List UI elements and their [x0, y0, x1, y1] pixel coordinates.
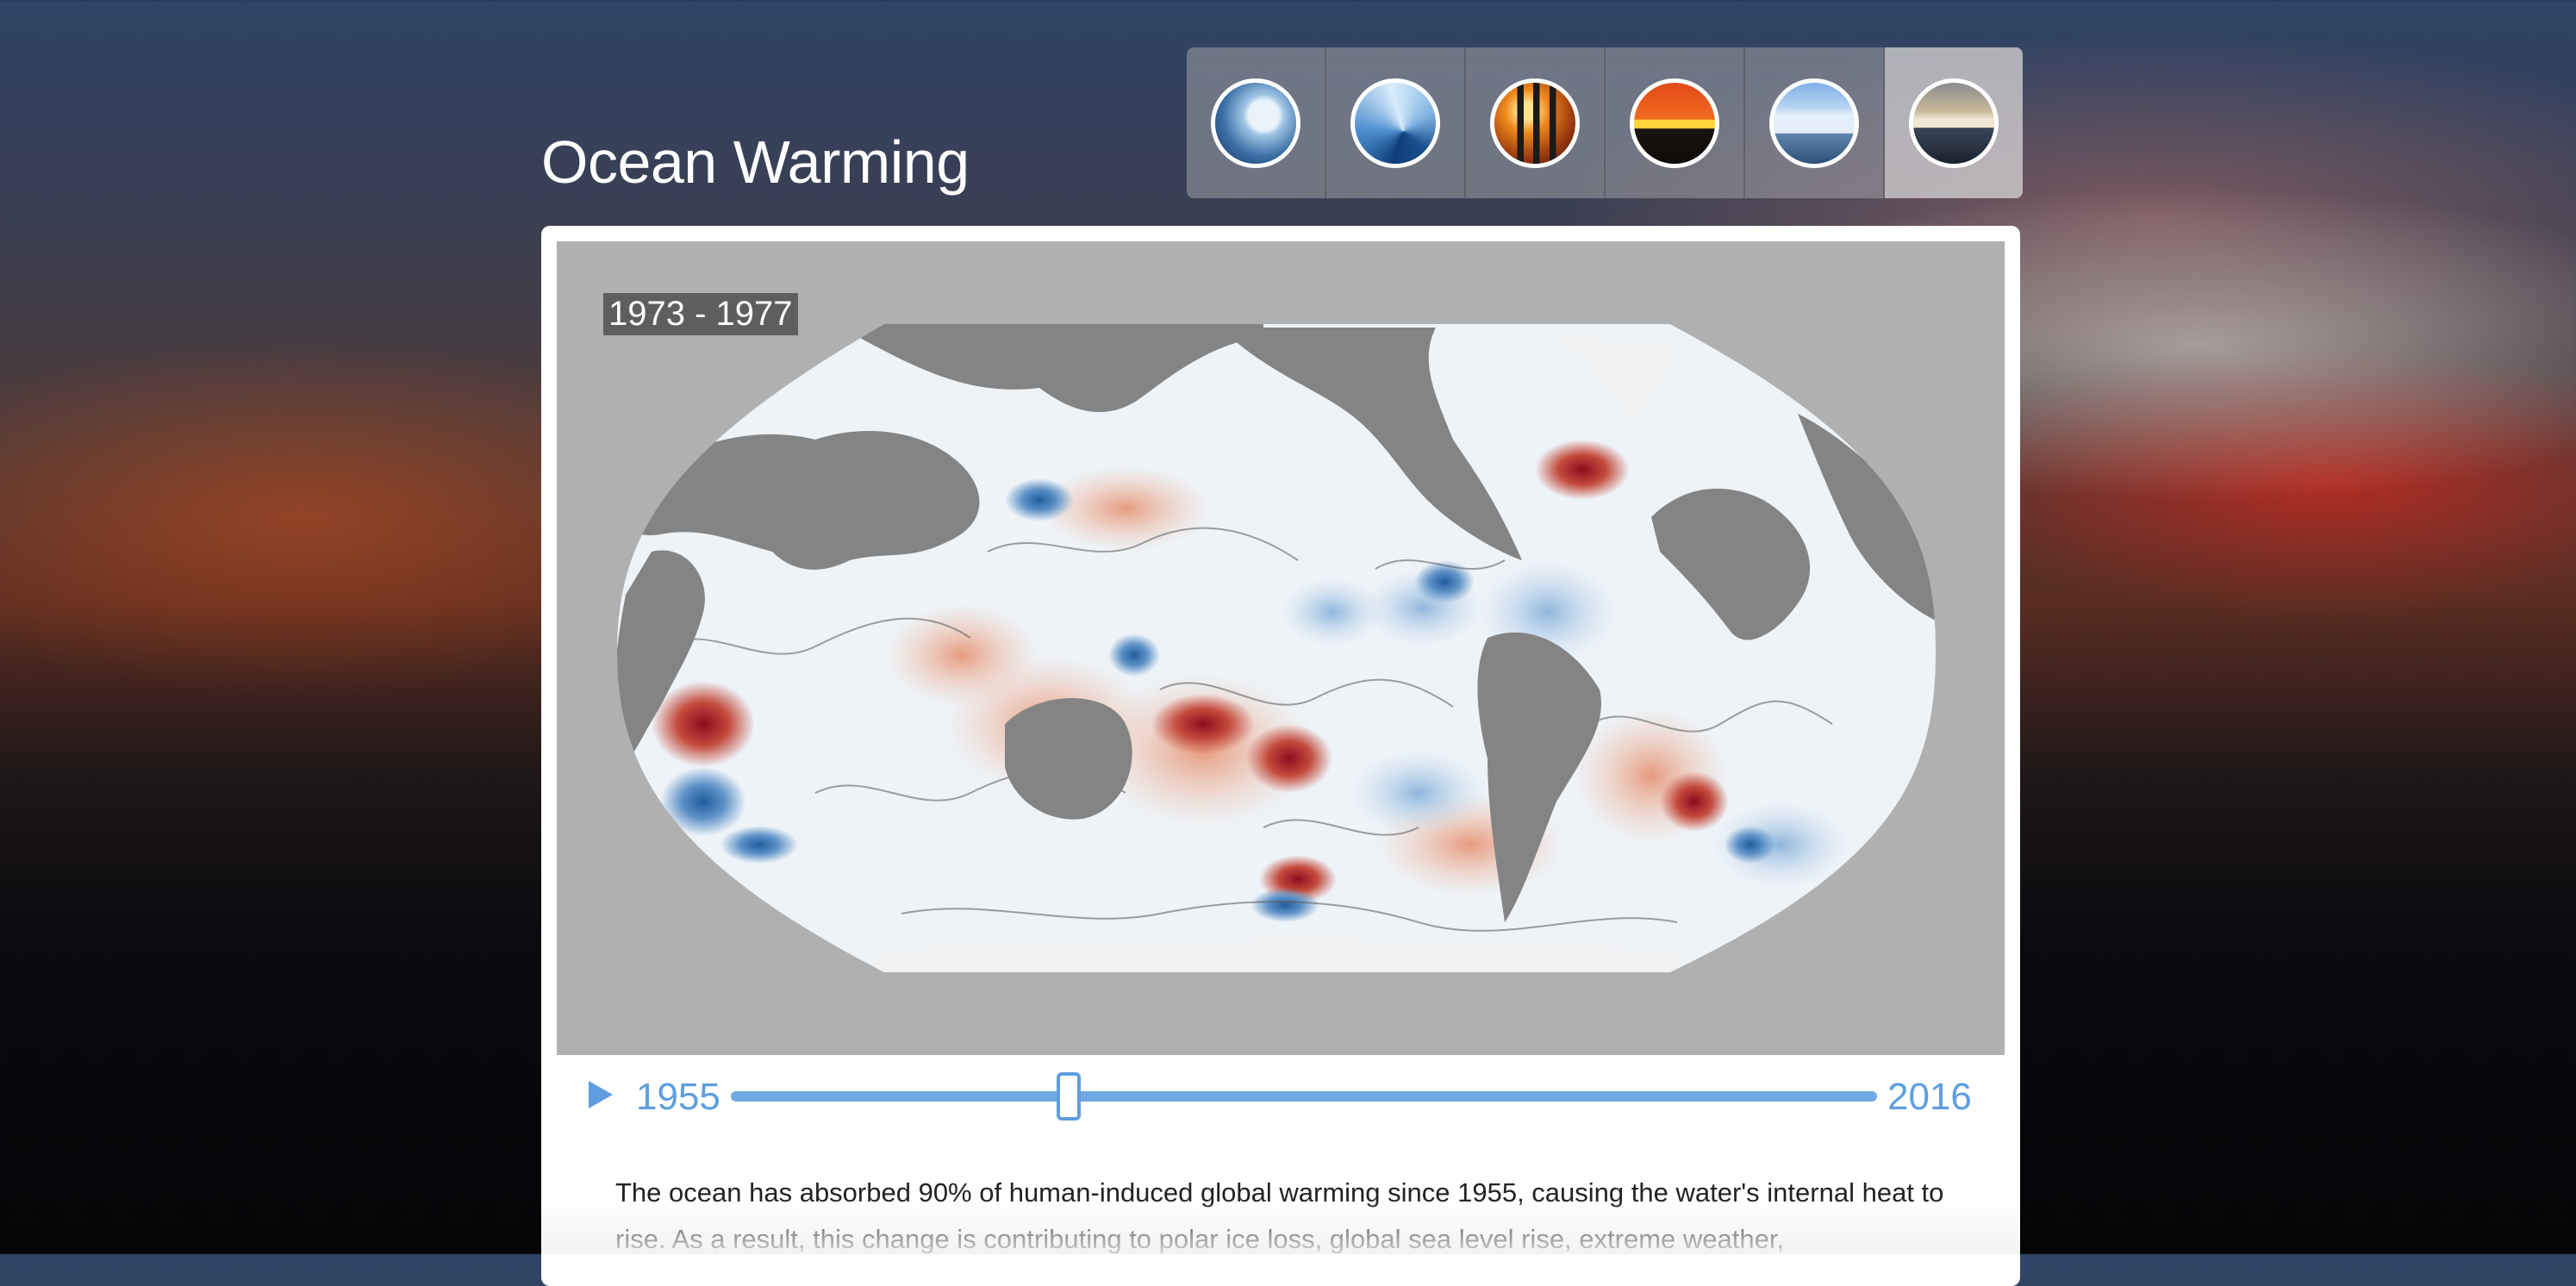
timeline-slider: 1955 2016: [541, 1062, 2020, 1139]
timeline-start-year: 1955: [636, 1076, 720, 1118]
glacier-thumbnail: [1211, 78, 1300, 168]
topic-thumb-wave[interactable]: [1326, 47, 1466, 198]
period-label: 1973 - 1977: [603, 293, 798, 335]
timeline-end-year: 2016: [1887, 1076, 1972, 1118]
topic-thumb-emissions[interactable]: [1466, 47, 1606, 198]
ocean-warming-map: [617, 324, 1936, 972]
content-card: 1973 - 1977 1955 2016 The ocean has abso…: [541, 226, 2020, 1286]
page-title: Ocean Warming: [541, 128, 970, 196]
ice-shelf-thumbnail: [1769, 78, 1859, 168]
smokestack-thumbnail: [1490, 78, 1580, 168]
map-panel: 1973 - 1977: [557, 241, 2005, 1055]
topic-thumb-ice[interactable]: [1187, 47, 1326, 198]
topic-selector: [1187, 47, 2023, 198]
timeline-handle[interactable]: [1057, 1072, 1082, 1121]
ocean-wave-thumbnail: [1350, 78, 1440, 168]
iceberg-thumbnail: [1909, 78, 1999, 168]
timeline-track[interactable]: [731, 1072, 1877, 1121]
topic-thumb-iceberg[interactable]: [1885, 47, 2023, 198]
topic-thumb-ice-shelf[interactable]: [1745, 47, 1885, 198]
topic-thumb-sunset[interactable]: [1606, 47, 1745, 198]
play-icon[interactable]: [589, 1081, 613, 1108]
sunset-thumbnail: [1630, 78, 1719, 168]
description-text: The ocean has absorbed 90% of human-indu…: [615, 1177, 1944, 1254]
